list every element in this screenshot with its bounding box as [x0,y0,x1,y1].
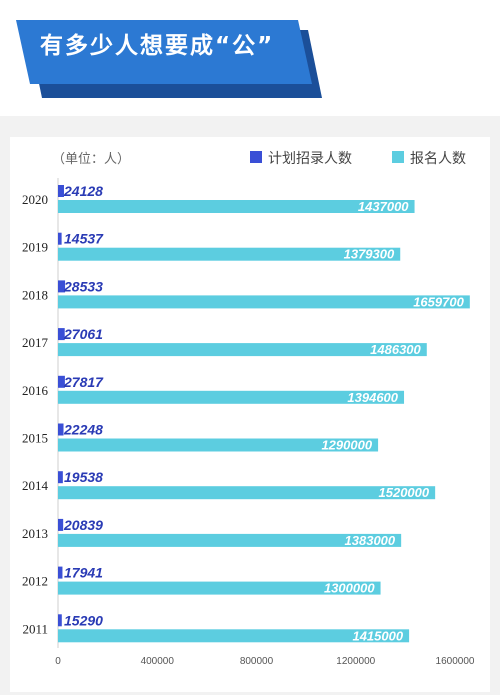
data-label-applicants: 1290000 [321,438,372,453]
bar-recruit [58,280,66,293]
year-label: 2013 [22,526,48,541]
bar-applicants [58,343,427,357]
year-label: 2017 [22,335,49,350]
year-label: 2020 [22,192,48,207]
data-label-applicants: 1379300 [344,247,395,262]
data-label-recruit: 28533 [63,278,103,294]
data-label-recruit: 17941 [64,565,103,581]
bar-applicants [58,438,379,452]
banner-background [16,20,312,84]
year-label: 2018 [22,287,48,302]
title-banner [16,20,322,98]
x-tick-label: 400000 [141,656,175,667]
x-tick-label: 1600000 [436,656,475,667]
data-label-applicants: 1383000 [345,533,396,548]
data-label-recruit: 14537 [64,231,104,247]
bar-applicants [58,486,436,500]
x-tick-label: 800000 [240,656,274,667]
legend-label-applicants: 报名人数 [410,151,466,167]
data-label-applicants: 1520000 [379,485,430,500]
bar-recruit [58,614,62,627]
data-label-recruit: 27817 [63,374,104,390]
bar-recruit [58,423,64,436]
bar-recruit [58,232,62,245]
data-label-recruit: 22248 [63,422,103,438]
data-label-applicants: 1415000 [352,628,403,643]
data-label-applicants: 1659700 [413,294,464,309]
year-label: 2011 [22,621,48,636]
data-label-applicants: 1486300 [370,342,421,357]
year-label: 2015 [22,431,48,446]
bar-recruit [58,185,64,197]
legend-swatch-recruit [250,151,262,163]
x-tick-label: 0 [55,656,61,667]
year-label: 2016 [22,383,49,398]
page-title: 有多少人想要成“公” [40,33,275,59]
legend-label-recruit: 计划招录人数 [268,151,352,167]
bar-recruit [58,471,63,484]
bar-applicants [58,390,405,404]
bar-applicants [58,629,410,643]
year-label: 2014 [22,478,49,493]
bar-applicants [58,247,401,261]
bar-applicants [58,581,381,595]
chart-card [10,137,490,692]
data-label-applicants: 1300000 [324,581,375,596]
year-label: 2012 [22,574,48,589]
year-label: 2019 [22,240,48,255]
data-label-recruit: 19538 [64,469,103,485]
data-label-recruit: 20839 [63,517,103,533]
data-label-applicants: 1394600 [347,390,398,405]
data-label-recruit: 24128 [63,183,103,199]
data-label-applicants: 1437000 [358,199,409,214]
legend-swatch-applicants [392,151,404,163]
bar-applicants [58,295,470,309]
x-tick-label: 1200000 [336,656,375,667]
bar-recruit [58,518,64,531]
unit-label: （单位：人） [52,152,131,167]
bar-recruit [58,566,63,579]
bar-applicants [58,533,402,547]
bar-applicants [58,200,415,213]
bar-recruit [58,375,65,388]
data-label-recruit: 15290 [64,612,103,628]
bar-recruit [58,328,65,341]
data-label-recruit: 27061 [63,326,103,342]
